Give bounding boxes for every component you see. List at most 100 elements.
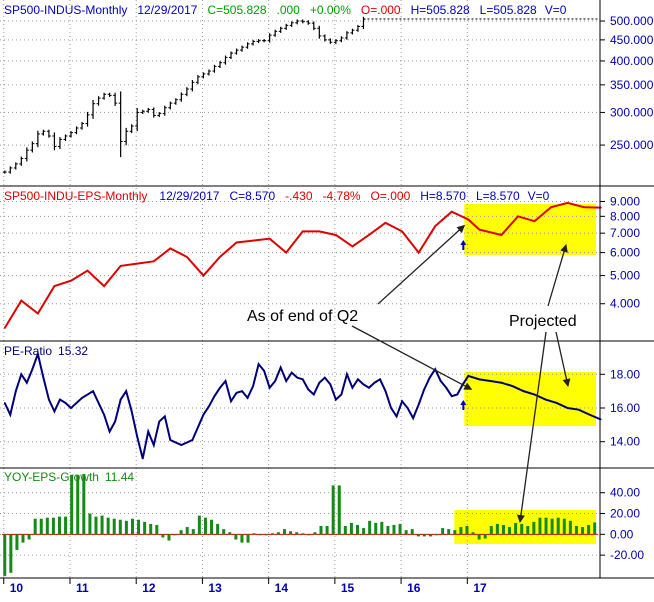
growth-bar (319, 526, 323, 535)
y-tick-label: 16.00 (610, 401, 640, 415)
ohlc-bar (52, 132, 57, 151)
ohlc-bar (118, 91, 123, 158)
ohlc-bar (157, 112, 162, 118)
ohlc-bar (13, 162, 18, 170)
growth-bar (593, 522, 597, 535)
growth-bar (301, 533, 305, 535)
projected-arrow-eps (547, 244, 568, 307)
pe-point (544, 398, 547, 401)
eps-panel (3, 201, 602, 329)
annotations: As of end of Q2 Projected (247, 224, 577, 523)
growth-bar (106, 517, 110, 535)
price-change: .000 (277, 3, 301, 17)
eps-point (268, 237, 271, 240)
eps-point (152, 260, 155, 263)
pe-point (357, 378, 359, 381)
eps-title: SP500-INDU-EPS-Monthly 12/29/2017 C=8.570-… (4, 189, 550, 203)
ohlc-bar (129, 124, 134, 134)
growth-bar (173, 534, 177, 536)
x-tick-label: 14 (275, 581, 289, 595)
ohlc-bar (300, 19, 305, 24)
pe-value: 15.32 (58, 344, 88, 358)
pe-point (340, 393, 343, 396)
growth-bar (441, 528, 445, 535)
growth-bar (264, 534, 268, 536)
pe-point (489, 380, 492, 382)
growth-bar (368, 520, 372, 535)
growth-bar (508, 527, 512, 535)
growth-bar (410, 529, 414, 535)
ohlc-bar (184, 87, 189, 97)
pe-point (191, 439, 194, 441)
ohlc-bar (173, 98, 178, 105)
growth-bar (520, 523, 524, 535)
ohlc-bar (217, 61, 222, 69)
growth-bar (210, 519, 214, 535)
growth-bar (489, 526, 493, 535)
pe-point (296, 376, 299, 379)
ohlc-bar (195, 74, 200, 85)
pe-point (26, 381, 28, 384)
growth-bar (313, 532, 317, 535)
eps-change: -.430 (285, 189, 313, 203)
ohlc-bar (322, 34, 327, 42)
pe-point (456, 393, 459, 396)
y-tick-label: 5.000 (610, 269, 640, 283)
pe-point (428, 376, 431, 379)
growth-bar (289, 531, 293, 535)
eps-point (335, 234, 337, 236)
growth-bar (556, 517, 560, 535)
pe-point (511, 385, 514, 387)
ohlc-bar (245, 42, 250, 49)
pe-point (335, 398, 337, 401)
x-tick-label: 15 (341, 581, 355, 595)
pe-point (268, 386, 271, 389)
as-of-q2-label: As of end of Q2 (247, 308, 358, 325)
ohlc-bar (30, 141, 35, 153)
eps-point (219, 256, 221, 258)
eps-point (533, 220, 536, 222)
ohlc-bar (190, 80, 195, 92)
pe-point (401, 400, 403, 403)
y-tick-label: 8.000 (610, 209, 640, 223)
growth-bar (355, 524, 359, 535)
growth-bar (45, 517, 49, 535)
growth-bar (453, 530, 457, 535)
growth-bar (307, 534, 311, 536)
pe-point (230, 400, 232, 403)
growth-bar (94, 516, 98, 535)
growth-bar (57, 516, 61, 535)
growth-bar (532, 521, 536, 535)
pe-point (136, 435, 139, 438)
pe-point (130, 410, 133, 413)
pe-point (390, 407, 392, 409)
ohlc-bar (234, 48, 239, 55)
eps-point (70, 279, 72, 282)
eps-point (517, 215, 519, 218)
pe-point (241, 390, 243, 392)
ohlc-bar (317, 25, 322, 39)
y-tick-label: 20.00 (610, 507, 640, 521)
pe-point (555, 402, 558, 404)
pe-point (423, 388, 425, 391)
growth-bar (240, 534, 244, 543)
eps-high: H=8.570 (420, 189, 466, 203)
growth-bar (276, 532, 280, 535)
growth-bar (246, 534, 250, 543)
pe-point (478, 378, 481, 381)
growth-bar (514, 522, 518, 535)
growth-bar (562, 518, 566, 535)
ohlc-bar (256, 39, 261, 44)
growth-bar (501, 524, 505, 535)
growth-bar (416, 534, 420, 537)
pe-point (235, 392, 238, 394)
x-tick-label: 16 (407, 581, 421, 595)
growth-bar (222, 529, 226, 535)
ohlc-bar (24, 147, 29, 162)
pe-label: PE-Ratio (4, 344, 52, 358)
eps-point (351, 245, 354, 248)
pe-title: PE-Ratio 15.32 (4, 344, 88, 358)
growth-bar (27, 534, 31, 540)
